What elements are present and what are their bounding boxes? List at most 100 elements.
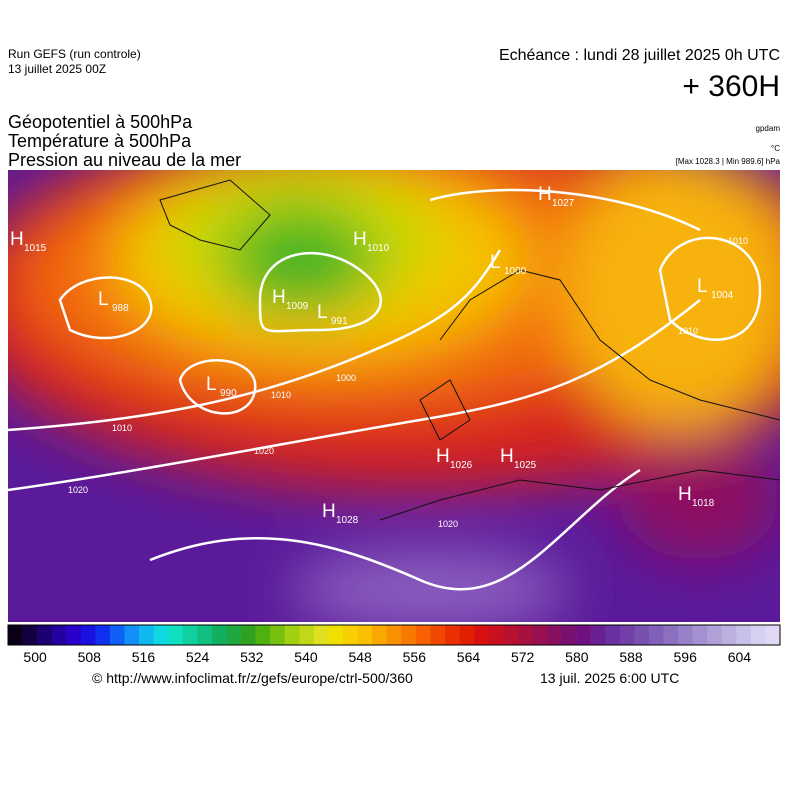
isobar-label: 1010: [678, 326, 698, 336]
colorbar-label: 500: [23, 649, 47, 665]
colorbar-swatch: [430, 625, 446, 645]
pressure-letter: L: [490, 252, 501, 273]
colorbar-swatch: [372, 625, 388, 645]
colorbar-swatch: [357, 625, 373, 645]
pressure-value: 1028: [336, 515, 359, 526]
colorbar-swatch: [576, 625, 591, 645]
colorbar-label: 508: [78, 649, 102, 665]
colorbar-swatch: [765, 625, 781, 645]
field: Géopotentiel à 500hPa: [8, 112, 193, 132]
colorbar-label: 540: [294, 649, 318, 665]
pressure-value: 1010: [367, 243, 390, 254]
colorbar-swatch: [648, 625, 664, 645]
colorbar-swatch: [168, 625, 184, 645]
pressure-value: 1004: [711, 290, 734, 301]
pressure-value: 990: [220, 388, 237, 399]
pressure-letter: L: [98, 289, 109, 310]
unit: °C: [771, 144, 780, 153]
pressure-letter: L: [206, 374, 217, 395]
colorbar-label: 548: [348, 649, 372, 665]
colorbar-swatch: [415, 625, 431, 645]
run: Run GEFS (run controle): [8, 47, 141, 61]
colorbar-swatch: [444, 625, 460, 645]
colorbar-swatch: [532, 625, 548, 645]
colorbar-swatch: [401, 625, 417, 645]
colorbar-swatch: [22, 625, 38, 645]
colorbar-swatch: [197, 625, 213, 645]
colorbar-swatch: [561, 625, 577, 645]
colorbar-swatch: [284, 625, 300, 645]
colorbar-label: 564: [457, 649, 481, 665]
isobar-label: 1000: [336, 373, 356, 383]
colorbar-swatch: [474, 625, 489, 645]
colorbar-swatch: [663, 625, 679, 645]
echeance: Echéance : lundi 28 juillet 2025 0h UTC: [499, 47, 780, 64]
colorbar-swatch: [109, 625, 125, 645]
colorbar-swatch: [459, 625, 475, 645]
pressure-letter: H: [678, 484, 692, 505]
colorbar-swatch: [8, 625, 23, 645]
colorbar-swatch: [80, 625, 96, 645]
colorbar-swatch: [37, 625, 52, 645]
colorbar-label: 596: [674, 649, 698, 665]
colorbar-swatch: [51, 625, 67, 645]
run-date: 13 juillet 2025 00Z: [8, 62, 106, 76]
pressure-letter: H: [500, 446, 514, 467]
pressure-value: 1015: [24, 243, 47, 254]
colorbar-swatch: [313, 625, 329, 645]
pressure-value: 1018: [692, 498, 715, 509]
colorbar-swatch: [503, 625, 519, 645]
pressure-value: 1026: [450, 460, 473, 471]
colorbar-label: 524: [186, 649, 210, 665]
isobar-label: 1020: [254, 446, 274, 456]
colorbar-swatch: [634, 625, 650, 645]
colorbar-swatch: [241, 625, 256, 645]
pressure-letter: L: [697, 276, 708, 297]
colorbar-swatch: [619, 625, 635, 645]
isobar-label: 1010: [112, 423, 132, 433]
isobar-label: 1010: [728, 236, 748, 246]
pressure-value: 1000: [504, 266, 527, 277]
colorbar-swatch: [182, 625, 198, 645]
unit: gpdam: [756, 124, 781, 133]
pressure-letter: H: [353, 229, 367, 250]
pressure-letter: H: [272, 287, 286, 308]
colorbar-swatch: [488, 625, 504, 645]
pressure-value: 1009: [286, 301, 309, 312]
footer-url: © http://www.infoclimat.fr/z/gefs/europe…: [92, 670, 413, 686]
footer-time: 13 juil. 2025 6:00 UTC: [540, 670, 679, 686]
colorbar-swatch: [270, 625, 286, 645]
lead-time: + 360H: [682, 70, 780, 103]
colorbar-label: 580: [565, 649, 589, 665]
colorbar-label: 556: [403, 649, 427, 665]
colorbar-swatch: [153, 625, 169, 645]
pressure-letter: H: [538, 184, 552, 205]
colorbar-swatch: [750, 625, 766, 645]
colorbar-swatch: [707, 625, 723, 645]
colorbar-swatch: [328, 625, 344, 645]
colorbar-label: 516: [132, 649, 156, 665]
pressure-letter: L: [317, 302, 328, 323]
pressure-value: 988: [112, 303, 129, 314]
colorbar-swatch: [605, 625, 621, 645]
colorbar-swatch: [692, 625, 708, 645]
colorbar-swatch: [139, 625, 154, 645]
colorbar-swatch: [255, 625, 271, 645]
colorbar-label: 588: [619, 649, 643, 665]
colorbar-swatch: [546, 625, 562, 645]
colorbar-swatch: [343, 625, 358, 645]
map: [8, 170, 780, 622]
colorbar-label: 532: [240, 649, 264, 665]
field: Température à 500hPa: [8, 131, 192, 151]
pressure-value: 991: [331, 316, 348, 327]
isobar-label: 1020: [438, 519, 458, 529]
field: Pression au niveau de la mer: [8, 150, 241, 170]
colorbar-swatch: [95, 625, 111, 645]
colorbar-swatch: [678, 625, 693, 645]
colorbar-swatch: [517, 625, 533, 645]
colorbar-swatch: [590, 625, 606, 645]
pressure-letter: H: [322, 501, 336, 522]
pressure-value: 1027: [552, 198, 575, 209]
colorbar-frame: [7, 624, 781, 646]
